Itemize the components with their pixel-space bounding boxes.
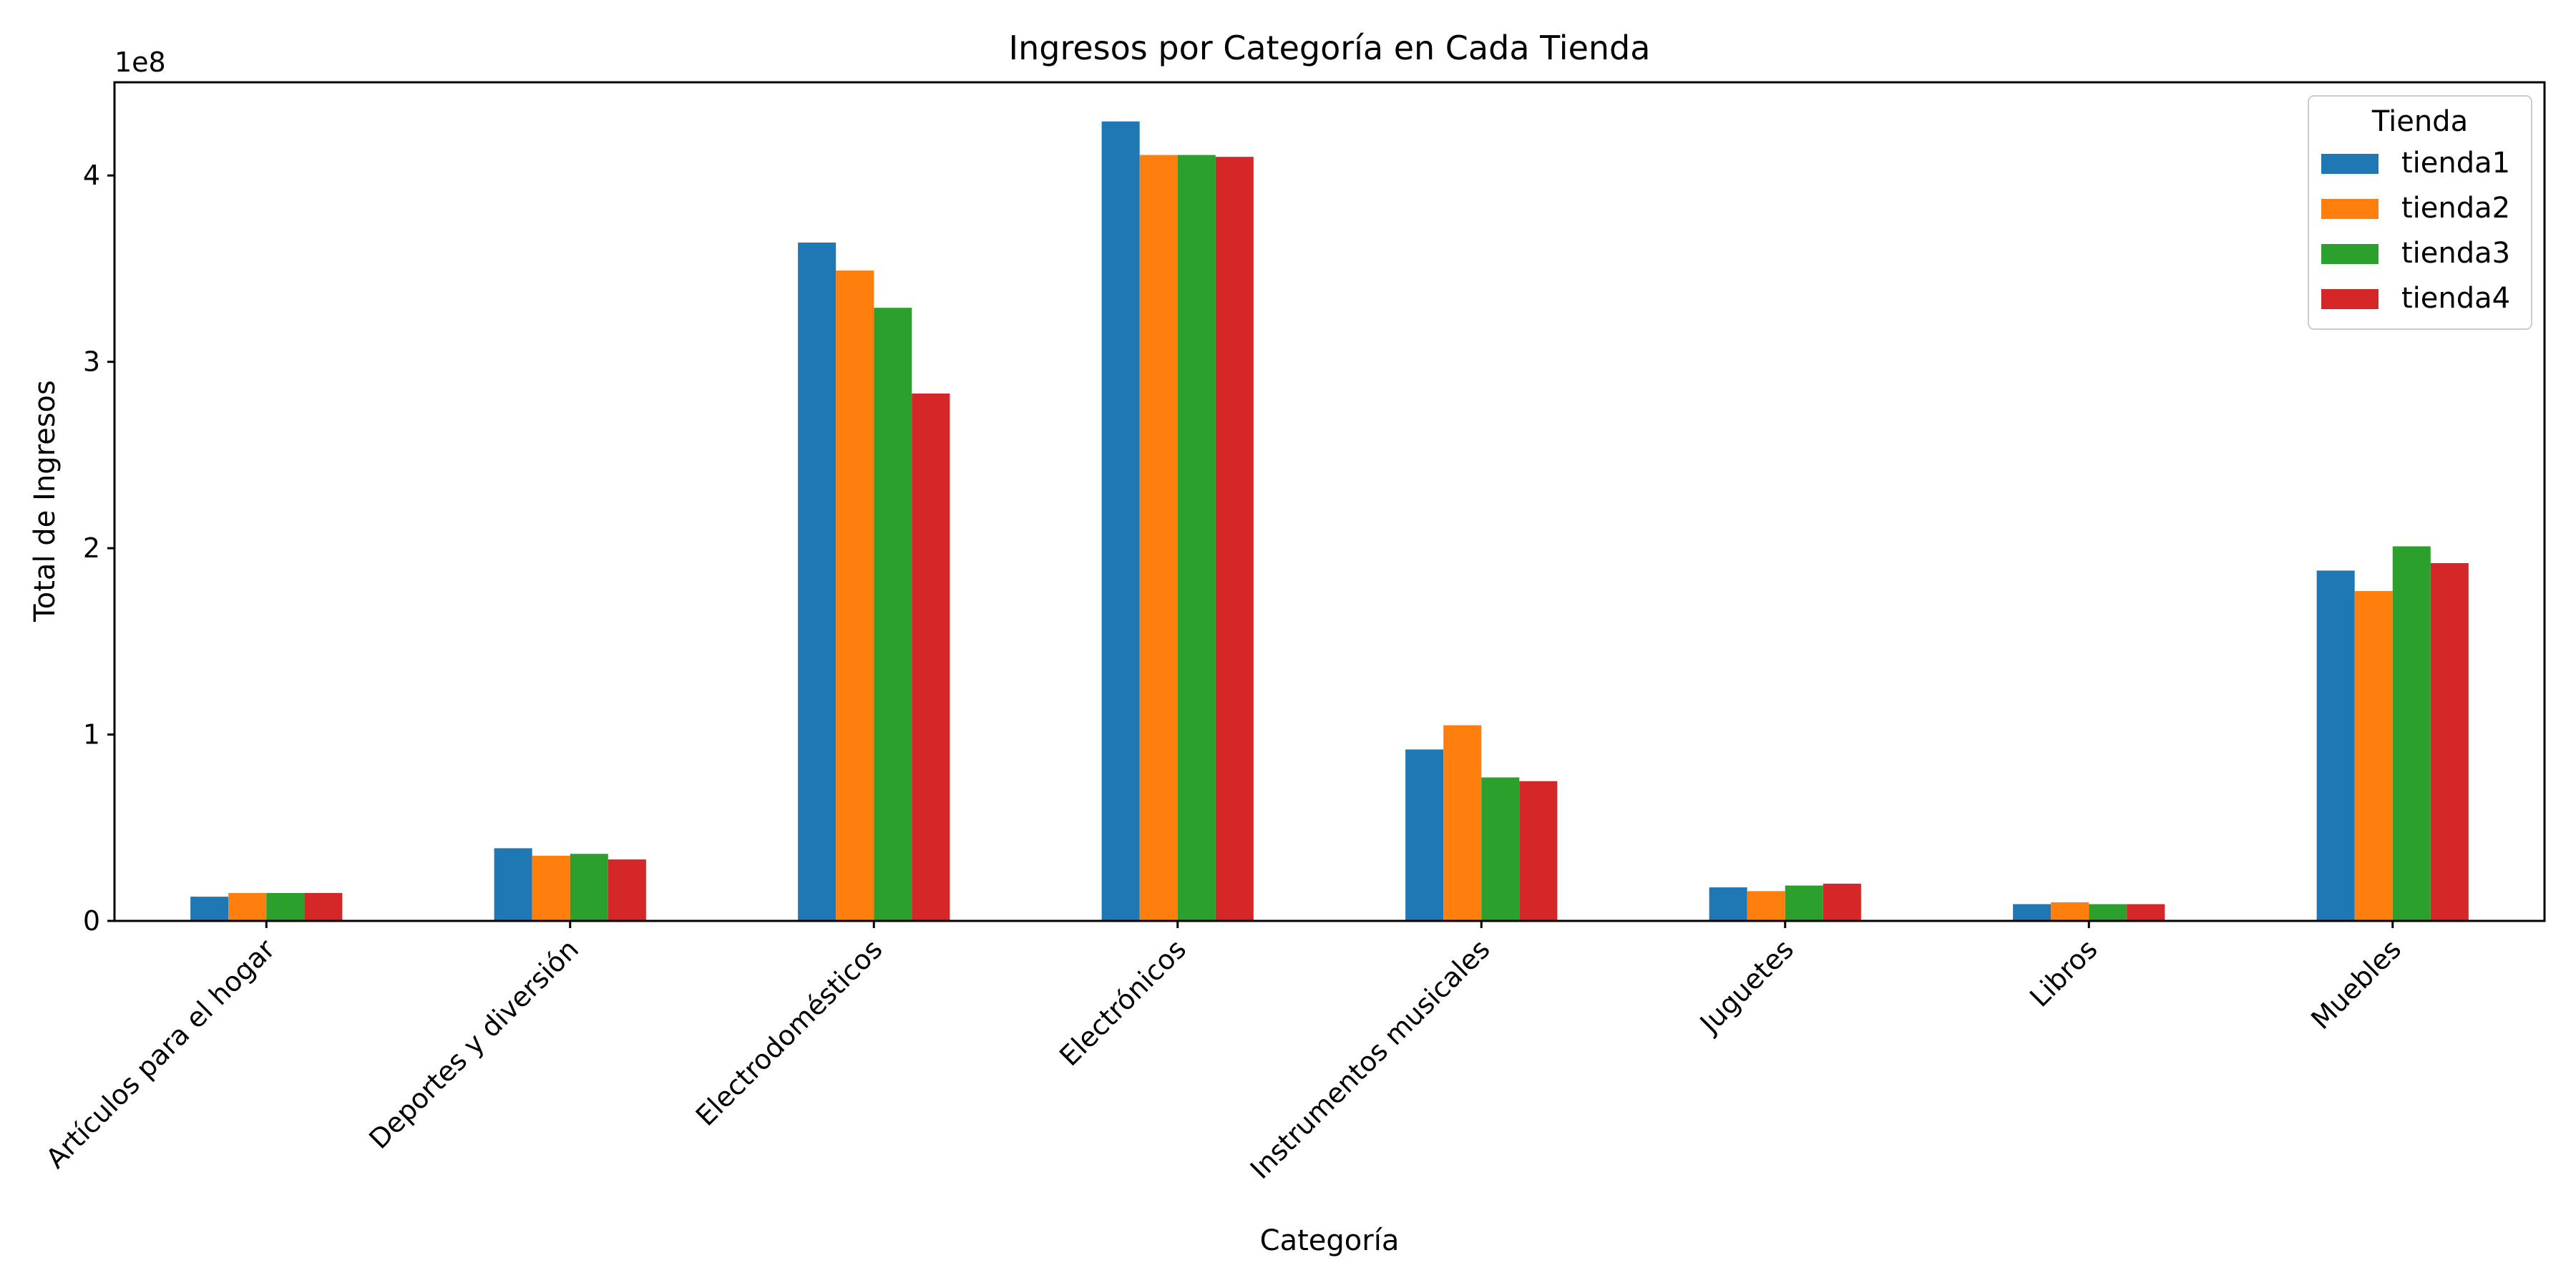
- bar-tienda1-juguetes: [1709, 887, 1747, 921]
- bar-tienda4-muebles: [2430, 562, 2469, 921]
- bar-tienda2-juguetes: [1747, 891, 1785, 921]
- y-axis-label: Total de Ingresos: [29, 380, 62, 623]
- y-tick-label: 1: [83, 719, 100, 751]
- bar-tienda3-juguetes: [1785, 885, 1823, 921]
- bar-tienda4-instrumentos-musicales: [1519, 781, 1558, 921]
- bar-tienda1-deportes-y-diversion: [494, 848, 532, 921]
- bar-tienda3-deportes-y-diversion: [570, 854, 608, 921]
- legend-swatch-tienda4: [2321, 289, 2379, 309]
- bar-tienda3-electrodomesticos: [874, 308, 912, 921]
- bar-tienda1-articulos-para-el-hogar: [190, 897, 229, 921]
- legend-swatch-tienda1: [2321, 154, 2379, 174]
- bar-tienda1-electronicos: [1101, 121, 1140, 921]
- bar-tienda4-electronicos: [1215, 157, 1254, 922]
- y-axis: 0 1 2 3 4: [83, 160, 114, 937]
- bar-tienda2-muebles: [2354, 591, 2393, 921]
- legend-title: Tienda: [2371, 105, 2468, 138]
- plot-frame: [113, 81, 2546, 922]
- bar-tienda4-electrodomesticos: [912, 393, 950, 921]
- bar-tienda1-libros: [2013, 904, 2051, 921]
- legend-swatch-tienda2: [2321, 199, 2379, 219]
- bar-tienda3-electronicos: [1177, 155, 1216, 921]
- bar-tienda3-instrumentos-musicales: [1481, 777, 1520, 921]
- chart-title: Ingresos por Categoría en Cada Tienda: [1009, 29, 1651, 67]
- y-tick-label: 4: [83, 160, 100, 191]
- bar-tienda2-articulos-para-el-hogar: [228, 892, 267, 921]
- bar-tienda2-instrumentos-musicales: [1443, 725, 1482, 921]
- bar-tienda2-libros: [2051, 902, 2089, 921]
- bar-tienda3-articulos-para-el-hogar: [266, 892, 305, 921]
- bar-tienda1-instrumentos-musicales: [1405, 749, 1444, 921]
- bar-tienda2-deportes-y-diversion: [532, 855, 570, 921]
- legend-label-tienda3: tienda3: [2401, 237, 2510, 270]
- bar-tienda3-libros: [2089, 904, 2127, 921]
- bars-layer: [190, 121, 2469, 922]
- legend-swatch-tienda3: [2321, 244, 2379, 264]
- legend-label-tienda2: tienda2: [2401, 192, 2510, 225]
- y-tick-label: 2: [83, 532, 100, 564]
- y-tick-label: 0: [83, 905, 100, 937]
- bar-tienda4-juguetes: [1823, 883, 1861, 921]
- bar-tienda1-electrodomesticos: [798, 242, 836, 922]
- bar-tienda4-deportes-y-diversion: [608, 859, 646, 921]
- y-tick-label: 3: [83, 346, 100, 378]
- legend-label-tienda1: tienda1: [2401, 147, 2510, 180]
- bar-tienda4-libros: [2127, 904, 2165, 921]
- y-axis-offset-label: 1e8: [114, 47, 166, 78]
- legend-label-tienda4: tienda4: [2401, 282, 2510, 315]
- bar-tienda1-muebles: [2316, 570, 2355, 921]
- legend: Tienda tienda1 tienda2 tienda3 tienda4: [2308, 95, 2532, 330]
- bar-tienda4-articulos-para-el-hogar: [304, 892, 343, 921]
- bar-tienda2-electrodomesticos: [836, 270, 874, 921]
- x-axis-label: Categoría: [1260, 1224, 1400, 1257]
- bar-tienda2-electronicos: [1139, 155, 1178, 921]
- bar-tienda3-muebles: [2392, 546, 2431, 921]
